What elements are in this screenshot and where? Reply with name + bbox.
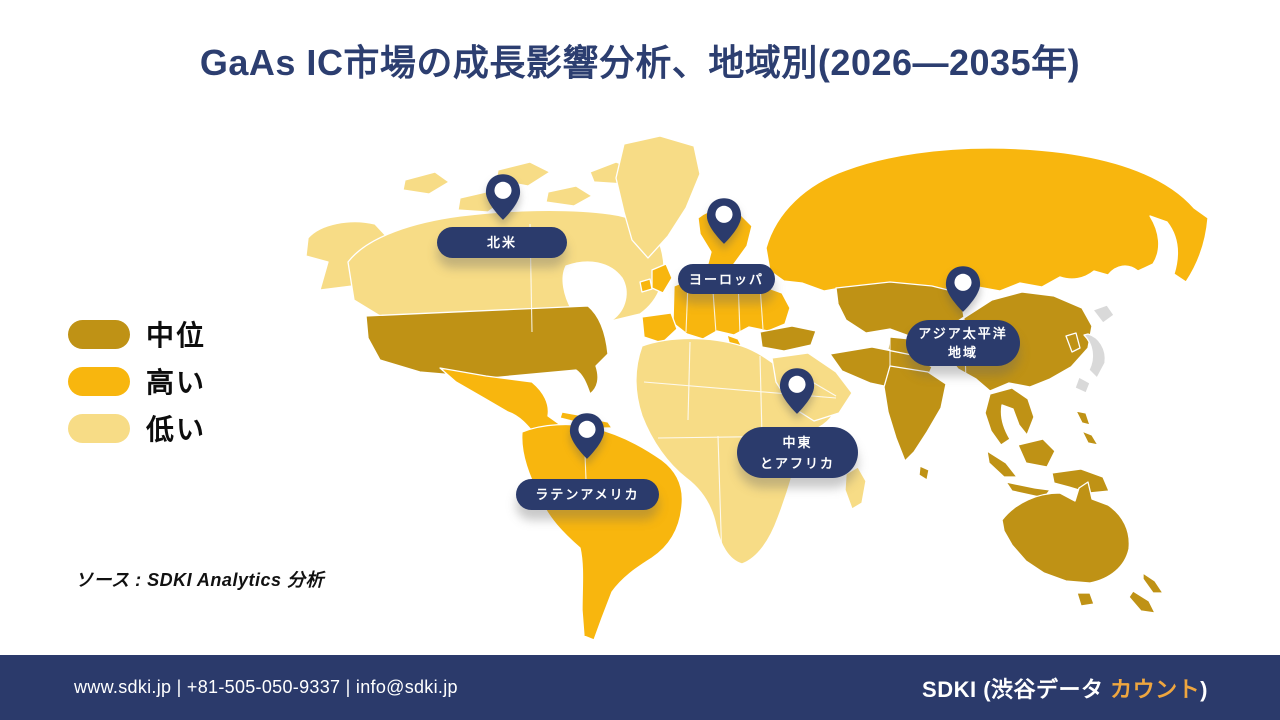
map-region-new-zealand — [1142, 572, 1164, 594]
map-region-russia — [765, 147, 1209, 296]
map-region-madagascar — [844, 466, 867, 510]
location-pin-icon — [706, 198, 742, 244]
legend-label-low: 低い — [146, 414, 207, 445]
legend-item-medium: 中位 — [68, 319, 206, 351]
map-region-indochina — [984, 387, 1035, 446]
source-note: ソース : SDKI Analytics 分析 — [75, 570, 324, 590]
map-region-japan-honshu — [1083, 333, 1106, 379]
map-pin-north-america — [484, 172, 522, 222]
map-region-japan-kyushu — [1074, 376, 1091, 394]
region-label-north-america: 北米 — [437, 227, 567, 258]
region-label-asia-pacific: アジア太平洋 地域 — [906, 320, 1020, 366]
legend-label-high: 高い — [146, 367, 207, 398]
location-pin-icon — [945, 266, 981, 312]
map-water-caspian — [818, 305, 838, 347]
map-region-greenland — [615, 135, 701, 259]
map-region-uk — [651, 263, 673, 294]
map-region-arctic-island — [545, 185, 593, 207]
map-region-india — [883, 365, 947, 462]
map-region-sri-lanka — [918, 465, 930, 481]
legend-label-medium: 中位 — [146, 320, 207, 351]
map-region-iberia — [641, 312, 678, 344]
map-region-korea — [1065, 332, 1081, 353]
map-region-new-guinea — [1051, 468, 1110, 494]
world-map-svg — [305, 135, 1209, 640]
map-region-tasmania — [1076, 592, 1095, 607]
growth-legend: 中位 高い 低い — [68, 319, 206, 460]
region-label-europe: ヨーロッパ — [678, 264, 775, 294]
map-region-borneo — [1017, 438, 1056, 468]
map-region-south-america — [521, 423, 684, 640]
map-region-philippines — [1075, 410, 1091, 426]
footer-brand-logo: SDKI (渋谷データ カウント) — [922, 676, 1208, 702]
map-region-new-zealand — [1128, 590, 1156, 614]
legend-item-high: 高い — [68, 366, 206, 398]
map-region-ireland — [639, 278, 653, 293]
region-label-middle-east-africa: 中東 とアフリカ — [737, 427, 858, 478]
map-region-usa — [365, 305, 609, 395]
map-pin-europe — [705, 196, 743, 246]
legend-swatch-low-icon — [68, 413, 130, 443]
map-region-turkey — [759, 325, 817, 352]
map-region-japan-hokkaido — [1092, 304, 1115, 324]
footer-brand-highlight: カウント — [1110, 676, 1201, 702]
location-pin-icon — [779, 368, 815, 414]
map-region-australia — [1001, 481, 1130, 584]
footer-contact: www.sdki.jp | +81-505-050-9337 | info@sd… — [74, 677, 458, 697]
location-pin-icon — [569, 413, 605, 459]
map-pin-middle-east-africa — [778, 366, 816, 416]
location-pin-icon — [485, 174, 521, 220]
map-region-arctic-island — [402, 171, 450, 195]
region-label-latin-america: ラテンアメリカ — [516, 479, 659, 510]
map-region-philippines — [1081, 430, 1099, 446]
world-map — [290, 120, 1210, 640]
legend-swatch-high-icon — [68, 366, 130, 396]
page-title: GaAs IC市場の成長影響分析、地域別(2026—2035年) — [199, 42, 1081, 83]
map-pin-asia-pacific — [944, 264, 982, 314]
map-pin-latin-america — [568, 411, 606, 461]
legend-item-low: 低い — [68, 413, 206, 445]
map-region-sumatra — [986, 450, 1018, 478]
legend-swatch-medium-icon — [68, 319, 130, 349]
footer-bar: www.sdki.jp | +81-505-050-9337 | info@sd… — [0, 655, 1280, 720]
